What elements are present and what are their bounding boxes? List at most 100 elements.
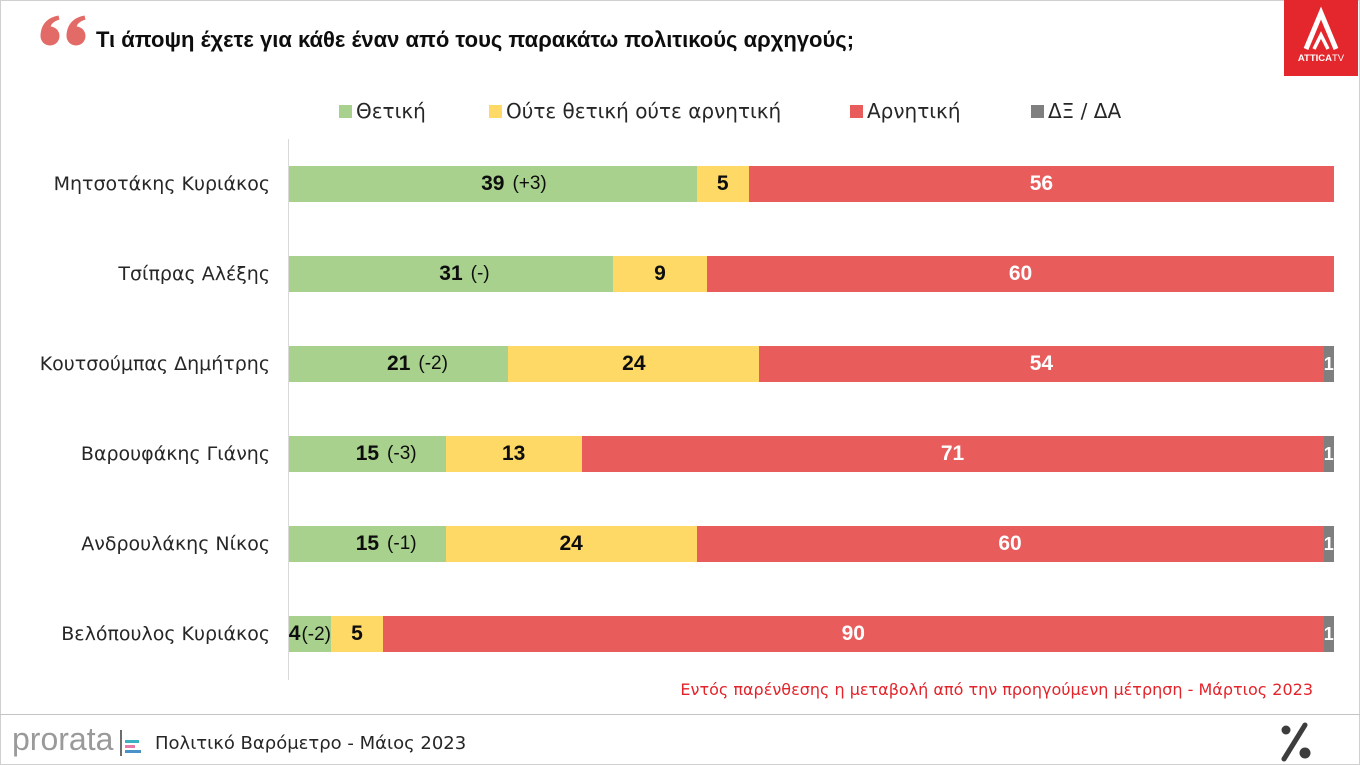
attica-tv-logo-icon: ATTICATV [1284, 0, 1358, 76]
legend-label: Ούτε θετική ούτε αρνητική [506, 99, 782, 123]
prorata-bars-icon [120, 730, 141, 756]
data-label-value: 90 [841, 622, 865, 645]
legend-item-positive: Θετική [339, 99, 426, 123]
data-label-value: 56 [1029, 172, 1054, 195]
data-label: 15 (-1) [355, 531, 417, 557]
data-label: 13 [502, 441, 525, 467]
legend-label: Θετική [356, 99, 426, 123]
data-label: 24 [559, 531, 582, 557]
legend-swatch [850, 104, 863, 118]
bar-segment-positive: 15 (-3) [289, 436, 446, 472]
data-label-value: 1 [1323, 624, 1334, 644]
data-label: 5 [717, 171, 729, 197]
category-axis: Μητσοτάκης Κυριάκος Τσίπρας Αλέξης Κουτσού… [0, 139, 270, 680]
data-label: 1 [1324, 441, 1334, 467]
data-label-change: (-) [470, 263, 490, 284]
data-label: 24 [622, 351, 645, 377]
data-label-value: 24 [559, 532, 583, 555]
chart-note: Εντός παρένθεσης η μεταβολή από την προη… [680, 680, 1313, 699]
data-label: 4(-2) [289, 621, 331, 647]
data-label-value: 5 [716, 172, 729, 195]
data-label: 15 (-3) [355, 441, 417, 467]
bar-segment-negative: 54 [759, 346, 1324, 382]
data-label-change: (-3) [387, 443, 417, 464]
chart-title: Τι άποψη έχετε για κάθε έναν από τους πα… [96, 27, 855, 52]
data-label: 90 [842, 621, 865, 647]
legend-item-neutral: Ούτε θετική ούτε αρνητική [489, 99, 781, 123]
footer-divider [0, 714, 1360, 715]
bar-segment-dont-know: 1 [1323, 616, 1334, 652]
bar-segment-neutral: 24 [508, 346, 760, 382]
category-label: Κουτσούμπας Δημήτρης [39, 353, 270, 375]
data-label-value: 21 [387, 352, 411, 375]
bar-segment-positive: 4(-2) [289, 616, 331, 652]
data-label: 21 (-2) [387, 351, 448, 377]
logo-wordmark: ATTICATV [1284, 53, 1358, 65]
legend-item-negative: Αρνητική [850, 99, 961, 123]
bar-segment-positive: 21 (-2) [289, 346, 509, 382]
bar-segment-neutral: 5 [696, 166, 749, 202]
category-label: Βαρουφάκης Γιάνης [80, 443, 270, 465]
data-label: 60 [998, 531, 1021, 557]
category-label: Μητσοτάκης Κυριάκος [53, 173, 270, 195]
bar-segment-positive: 39 (+3) [289, 166, 697, 202]
data-label-value: 4 [288, 622, 301, 645]
data-label-value: 1 [1323, 534, 1334, 554]
bar-segment-negative: 60 [696, 526, 1324, 562]
legend-label: Αρνητική [867, 99, 961, 123]
data-label-value: 71 [940, 442, 965, 465]
quote-icon [40, 15, 86, 46]
bar-segment-positive: 15 (-1) [289, 526, 446, 562]
data-label-value: 54 [1029, 352, 1054, 375]
bar-segment-neutral: 9 [612, 256, 707, 292]
data-label: 1 [1324, 351, 1334, 377]
bar-segment-neutral: 5 [330, 616, 384, 652]
bar-segment-dont-know: 1 [1323, 436, 1334, 472]
data-label: 71 [941, 441, 964, 467]
bar-segment-dont-know: 1 [1323, 346, 1334, 382]
data-label-value: 5 [351, 622, 363, 645]
data-label-value: 24 [622, 352, 646, 375]
legend-swatch [489, 104, 502, 118]
logo-wordmark-bold: ATTICA [1297, 53, 1332, 64]
data-label-change: (-2) [418, 353, 448, 374]
bar-segment-neutral: 24 [445, 526, 697, 562]
bar-segment-negative: 71 [581, 436, 1324, 472]
data-label-value: 31 [439, 262, 463, 285]
data-label-value: 1 [1323, 444, 1334, 464]
data-label: 39 (+3) [481, 171, 547, 197]
data-label-change: (-2) [301, 624, 332, 645]
data-label: 1 [1324, 531, 1334, 557]
y-axis-line [288, 139, 289, 680]
legend-item-dont-know: ΔΞ / ΔΑ [1031, 99, 1121, 123]
data-label-value: 15 [355, 442, 380, 465]
data-label: 60 [1009, 261, 1032, 287]
bar-segment-dont-know: 1 [1323, 526, 1334, 562]
logo-wordmark-light: TV [1331, 53, 1345, 64]
category-label: Ανδρουλάκης Νίκος [81, 533, 270, 555]
data-label-value: 60 [1008, 262, 1033, 285]
data-label: 54 [1030, 351, 1053, 377]
plot-area: 39 (+3) 5 56 31 (-) 9 60 21 (-2) 24 54 1 15 (-3) 13 71 1 1… [289, 139, 1334, 680]
bar-segment-negative: 56 [748, 166, 1334, 202]
bar-segment-positive: 31 (-) [289, 256, 613, 292]
data-label-change: (-1) [387, 533, 417, 554]
data-label-value: 13 [501, 442, 526, 465]
bar-segment-neutral: 13 [445, 436, 582, 472]
legend-swatch [1031, 104, 1044, 118]
category-label: Βελόπουλος Κυριάκος [61, 623, 270, 645]
data-label: 56 [1030, 171, 1053, 197]
legend-swatch [339, 104, 352, 118]
data-label-change: (+3) [512, 173, 547, 194]
data-label-value: 15 [355, 532, 380, 555]
data-label-value: 39 [481, 172, 505, 195]
data-label: 9 [654, 261, 666, 287]
data-label: 1 [1324, 621, 1334, 647]
legend-label: ΔΞ / ΔΑ [1048, 99, 1122, 123]
bar-segment-negative: 60 [707, 256, 1334, 292]
data-label-value: 1 [1323, 354, 1334, 374]
percent-logo-icon [1281, 722, 1311, 762]
data-label-value: 9 [654, 262, 666, 285]
data-label: 31 (-) [439, 261, 489, 287]
data-label-value: 60 [998, 532, 1022, 555]
